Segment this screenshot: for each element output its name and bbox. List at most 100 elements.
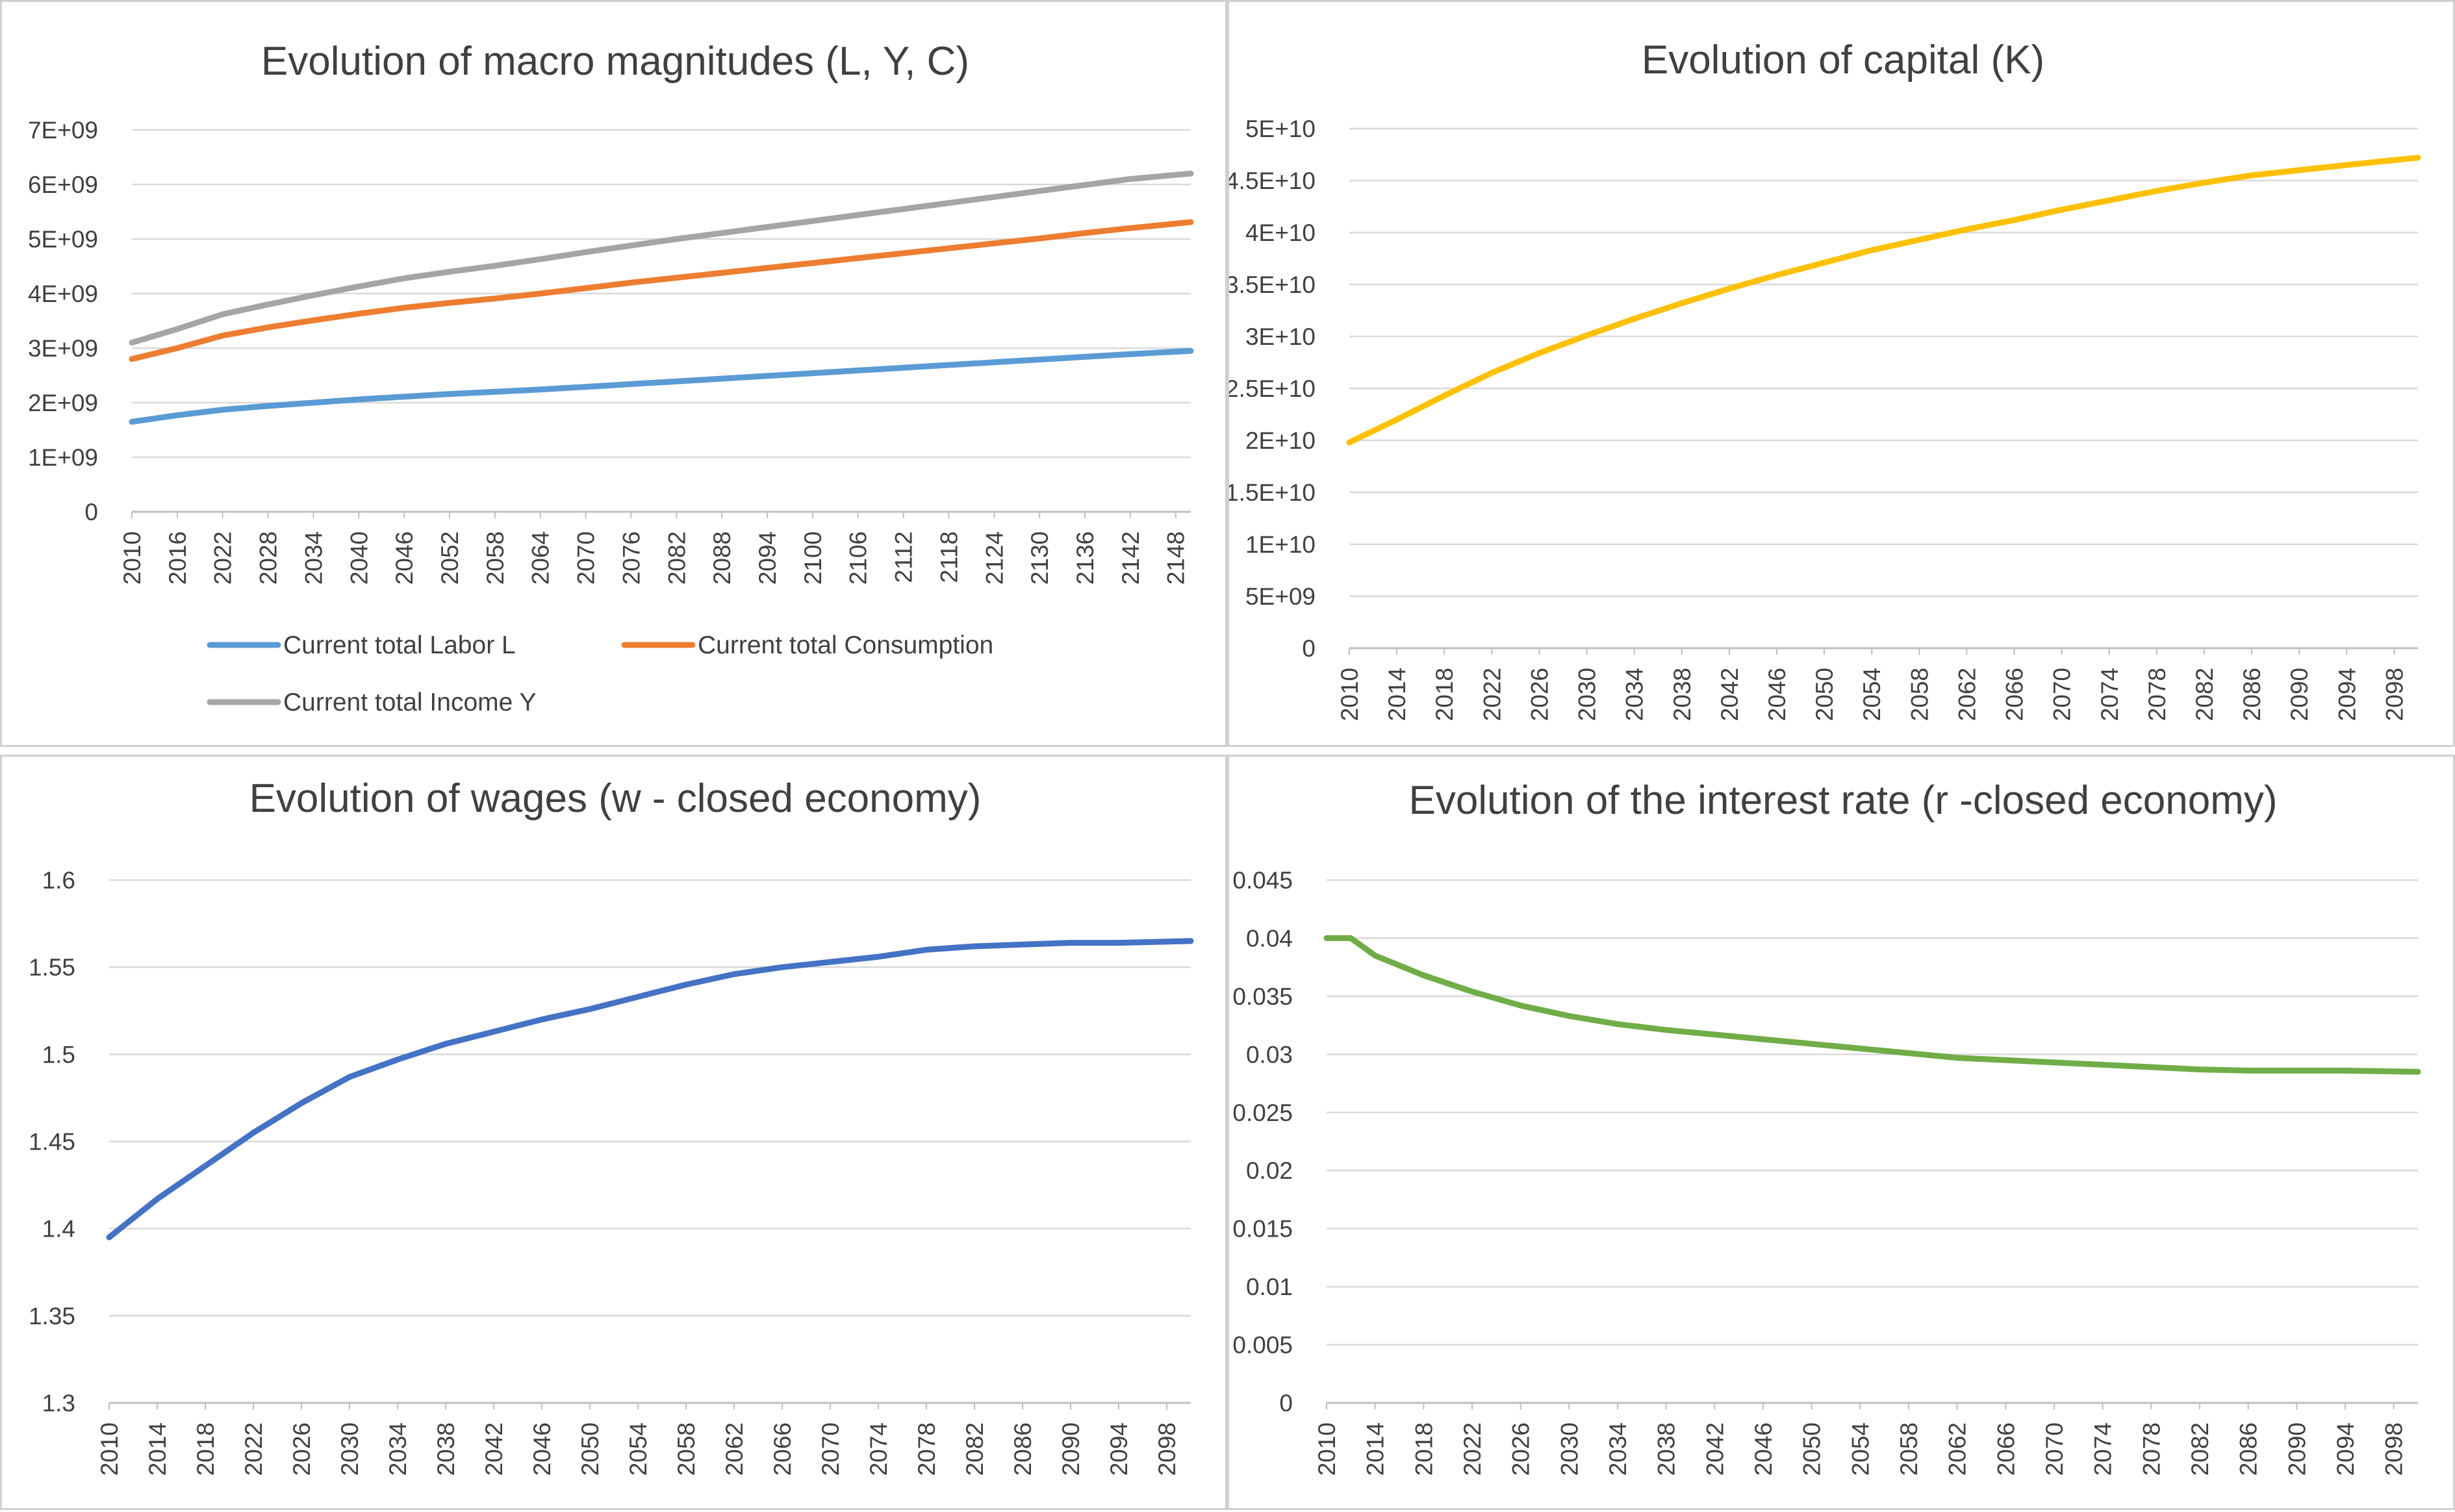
capital-x-tick-label: 2030 xyxy=(1574,668,1601,721)
macro-x-tick-label: 2076 xyxy=(618,531,644,585)
interest-x-tick-label: 2078 xyxy=(2138,1422,2165,1476)
capital-y-tick-label: 1E+10 xyxy=(1245,531,1316,558)
interest-x-tick-label: 2050 xyxy=(1799,1422,1825,1476)
interest-x-tick-label: 2098 xyxy=(2381,1422,2408,1476)
capital-x-tick-label: 2034 xyxy=(1622,668,1648,721)
macro-x-tick-label: 2130 xyxy=(1026,531,1053,585)
wages-x-tick-label: 2078 xyxy=(913,1422,940,1476)
macro-y-tick-label: 7E+09 xyxy=(28,117,98,144)
interest-y-tick-label: 0.03 xyxy=(1246,1041,1293,1068)
capital-y-tick-label: 3.5E+10 xyxy=(1229,271,1316,298)
wages-y-tick-label: 1.55 xyxy=(29,954,75,981)
interest-x-tick-label: 2070 xyxy=(2041,1422,2068,1476)
macro-x-tick-label: 2118 xyxy=(935,531,962,583)
chart-macro-magnitudes-svg: Evolution of macro magnitudes (L, Y, C) 0… xyxy=(28,39,1194,716)
wages-y-tick-label: 1.4 xyxy=(42,1216,75,1242)
wages-x-tick-label: 2070 xyxy=(817,1422,844,1476)
macro-x-tick-label: 2094 xyxy=(754,531,781,585)
macro-x-tick-label: 2070 xyxy=(573,531,600,585)
wages-x-tick-label: 2038 xyxy=(433,1422,459,1476)
macro-x-tick-label: 2100 xyxy=(800,531,826,585)
capital-y-tick-label: 5E+10 xyxy=(1245,116,1316,142)
macro-x-tick-label: 2148 xyxy=(1163,531,1189,585)
macro-legend-label-2: Current total Consumption xyxy=(698,631,993,659)
macro-x-tick-label: 2112 xyxy=(891,531,917,583)
capital-x-tick-label: 2062 xyxy=(1953,668,1980,721)
wages-x-tick-label: 2086 xyxy=(1010,1422,1036,1476)
macro-x-tick-label: 2142 xyxy=(1117,531,1144,585)
macro-y-tick-label: 0 xyxy=(84,499,98,525)
macro-x-tick-label: 2082 xyxy=(663,531,690,585)
interest-x-tick-label: 2094 xyxy=(2332,1422,2359,1476)
capital-chart-title: Evolution of capital (K) xyxy=(1642,38,2044,82)
wages-x-tick-label: 2042 xyxy=(481,1422,507,1476)
capital-x-tick-label: 2070 xyxy=(2049,668,2076,721)
macro-x-tick-label: 2058 xyxy=(482,531,509,585)
macro-x-tick-label: 2022 xyxy=(210,531,236,585)
macro-x-tick-label: 2034 xyxy=(300,531,327,585)
interest-y-tick-label: 0.015 xyxy=(1232,1216,1293,1242)
interest-y-tick-label: 0.02 xyxy=(1246,1157,1293,1184)
interest-x-tick-label: 2086 xyxy=(2235,1422,2262,1476)
interest-x-tick-label: 2082 xyxy=(2187,1422,2213,1476)
wages-x-tick-label: 2046 xyxy=(529,1422,555,1476)
capital-series-line-1 xyxy=(1346,155,2421,446)
capital-x-tick-label: 2094 xyxy=(2334,668,2360,721)
capital-y-tick-label: 2E+10 xyxy=(1245,427,1316,454)
macro-x-tick-label: 2010 xyxy=(119,531,146,585)
interest-x-tick-label: 2038 xyxy=(1653,1422,1680,1476)
macro-x-tick-label: 2028 xyxy=(255,531,282,585)
wages-x-tick-label: 2062 xyxy=(721,1422,748,1476)
interest-chart-title: Evolution of the interest rate (r -close… xyxy=(1408,778,2277,823)
interest-x-tick-label: 2058 xyxy=(1896,1422,1922,1476)
wages-x-tick-label: 2098 xyxy=(1154,1422,1180,1476)
wages-x-tick-label: 2014 xyxy=(144,1422,171,1476)
capital-x-tick-label: 2014 xyxy=(1384,668,1410,721)
capital-y-tick-label: 2.5E+10 xyxy=(1229,375,1316,402)
interest-x-tick-label: 2054 xyxy=(1847,1422,1874,1476)
capital-x-tick-label: 2074 xyxy=(2096,668,2123,721)
wages-x-tick-label: 2058 xyxy=(673,1422,700,1476)
chart-wages: Evolution of wages (w - closed economy) 1… xyxy=(0,755,1227,1510)
chart-capital: Evolution of capital (K) 0 5E+09 1E+10 1.5E+… xyxy=(1227,0,2455,747)
interest-x-tick-label: 2030 xyxy=(1556,1422,1583,1476)
interest-x-tick-label: 2010 xyxy=(1314,1422,1340,1476)
macro-y-tick-label: 4E+09 xyxy=(28,281,98,307)
macro-x-tick-label: 2046 xyxy=(391,531,418,585)
wages-x-tick-label: 2034 xyxy=(385,1422,411,1476)
wages-y-tick-label: 1.6 xyxy=(42,867,75,894)
macro-series-line-3 xyxy=(129,170,1194,346)
capital-x-tick-label: 2042 xyxy=(1716,668,1743,721)
capital-x-tick-label: 2098 xyxy=(2381,668,2408,721)
macro-x-tick-label: 2040 xyxy=(346,531,372,585)
interest-x-tick-label: 2046 xyxy=(1750,1422,1777,1476)
wages-x-tick-label: 2022 xyxy=(240,1422,267,1476)
interest-x-tick-label: 2022 xyxy=(1459,1422,1486,1476)
interest-x-tick-label: 2062 xyxy=(1944,1422,1971,1476)
macro-y-tick-label: 6E+09 xyxy=(28,171,98,198)
macro-x-tick-label: 2136 xyxy=(1072,531,1099,585)
capital-x-tick-label: 2090 xyxy=(2286,668,2313,721)
macro-legend-label-3: Current total Income Y xyxy=(283,688,536,716)
interest-y-tick-label: 0.025 xyxy=(1232,1100,1293,1126)
wages-x-tick-label: 2026 xyxy=(288,1422,315,1476)
interest-x-tick-label: 2066 xyxy=(1992,1422,2019,1476)
chart-interest-rate: Evolution of the interest rate (r -close… xyxy=(1227,755,2455,1510)
interest-y-tick-label: 0.045 xyxy=(1232,867,1293,894)
capital-y-tick-label: 4.5E+10 xyxy=(1229,168,1316,194)
wages-x-tick-label: 2054 xyxy=(625,1422,652,1476)
macro-y-tick-label: 5E+09 xyxy=(28,226,98,253)
chart-wages-svg: Evolution of wages (w - closed economy) 1… xyxy=(29,776,1194,1476)
interest-y-tick-label: 0.005 xyxy=(1232,1332,1293,1359)
wages-x-tick-label: 2074 xyxy=(865,1422,892,1476)
capital-x-tick-label: 2082 xyxy=(2191,668,2218,721)
interest-x-tick-label: 2034 xyxy=(1605,1422,1631,1476)
capital-y-tick-label: 5E+09 xyxy=(1245,583,1316,610)
capital-x-tick-label: 2054 xyxy=(1859,668,1885,721)
wages-y-tick-label: 1.45 xyxy=(29,1129,75,1155)
capital-x-tick-label: 2026 xyxy=(1526,668,1553,721)
wages-x-tick-label: 2050 xyxy=(577,1422,604,1476)
wages-x-tick-label: 2030 xyxy=(337,1422,363,1476)
chart-interest-rate-svg: Evolution of the interest rate (r -close… xyxy=(1232,778,2421,1476)
wages-chart-title: Evolution of wages (w - closed economy) xyxy=(249,776,982,821)
